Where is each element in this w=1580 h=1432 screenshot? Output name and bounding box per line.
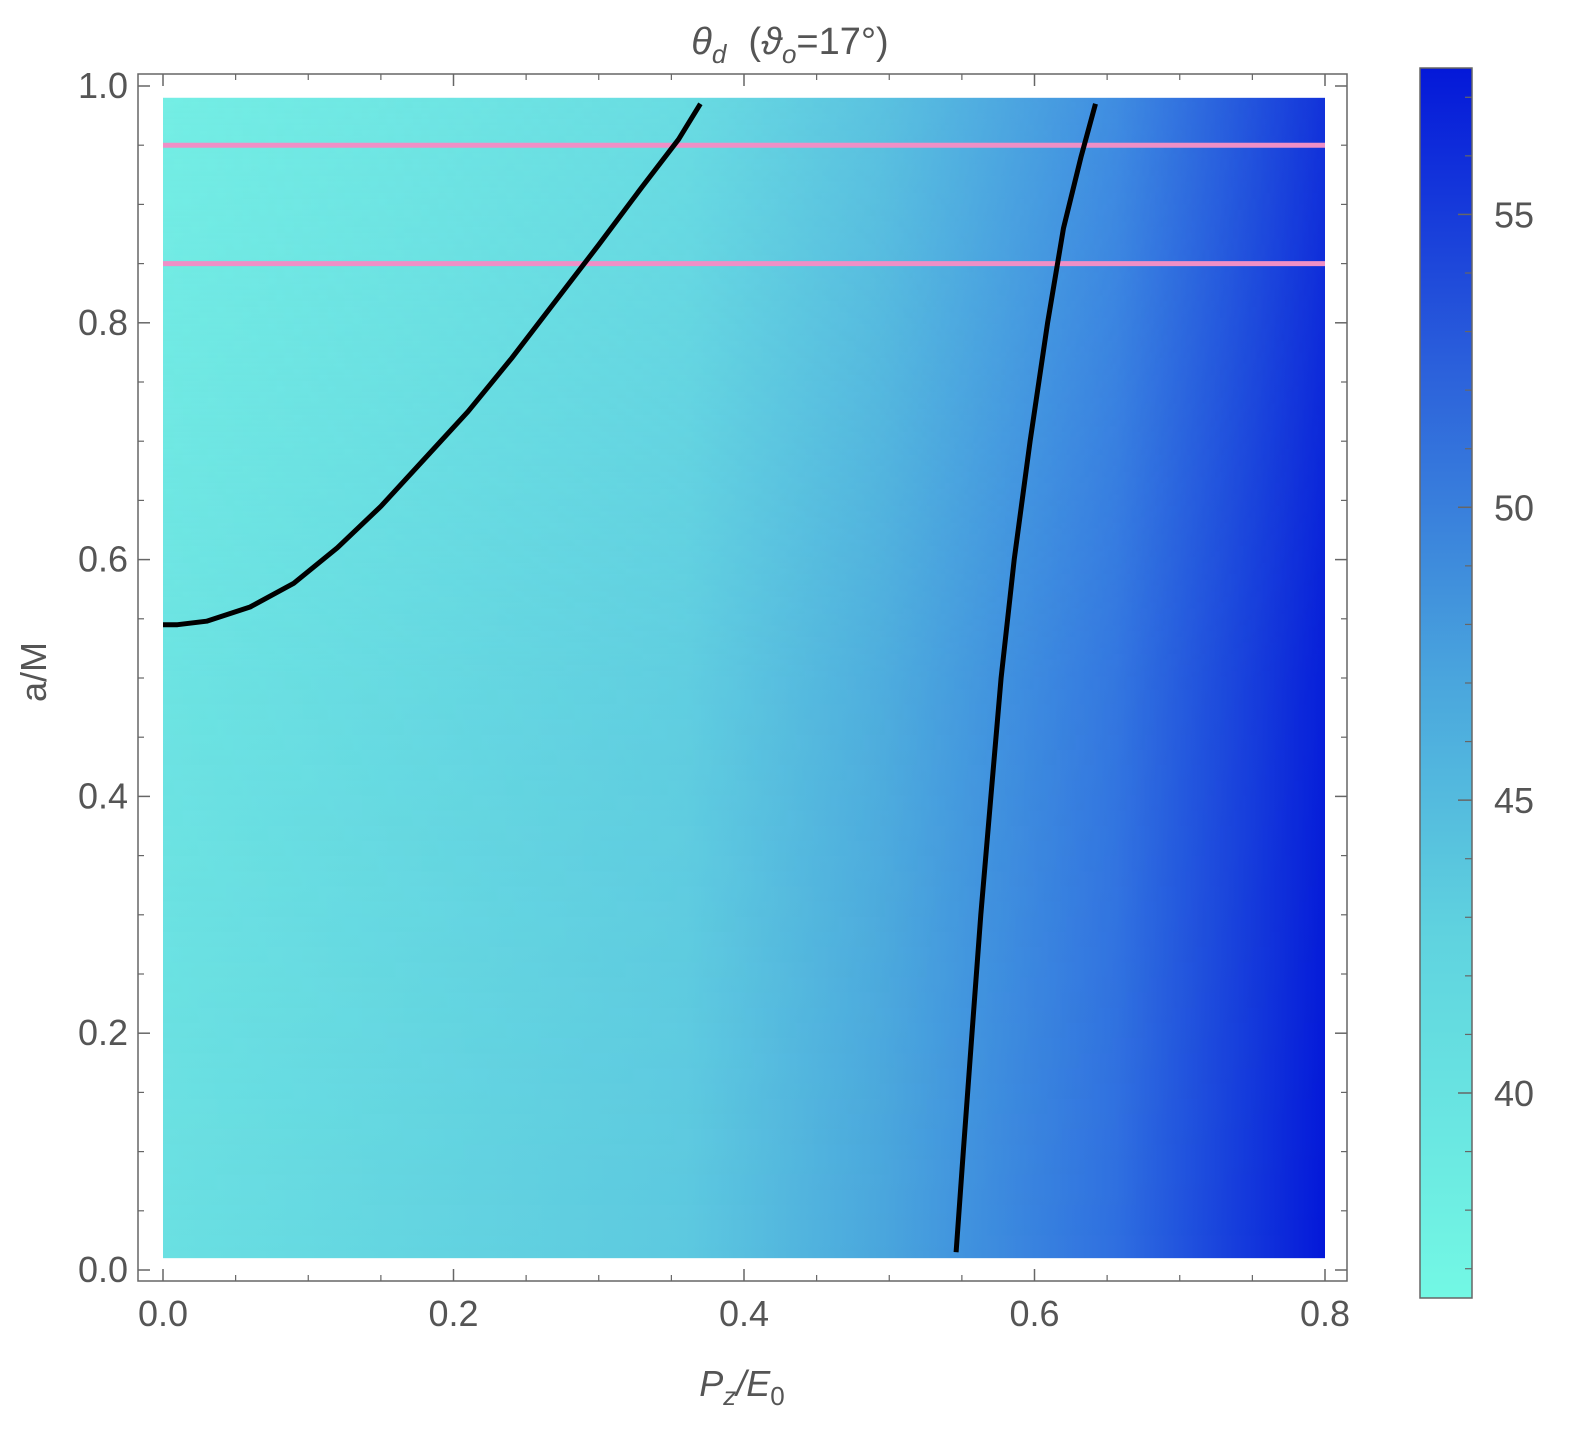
- contour-line: [953, 103, 1098, 1253]
- y-tick-label: 0.6: [78, 539, 128, 580]
- x-title-p: P: [699, 1363, 723, 1404]
- title-param-value: =17°): [796, 21, 888, 63]
- heatmap-fill: [163, 97, 1325, 1259]
- colorbar-tick-label: 40: [1494, 1073, 1534, 1114]
- y-axis-title: a/M: [13, 642, 54, 702]
- title-symbol: θ: [691, 21, 712, 63]
- x-tick-label: 0.2: [428, 1293, 478, 1334]
- x-title-slash: /E: [733, 1363, 771, 1404]
- colorbar-ticks: 40 45 50 55: [1458, 96, 1534, 1270]
- y-tick-label: 0.2: [78, 1012, 128, 1053]
- y-tick-label: 0.0: [78, 1249, 128, 1290]
- colorbar-tick-label: 50: [1494, 487, 1534, 528]
- plot-title: θd (ϑo=17°): [691, 21, 888, 69]
- x-tick-label: 0.8: [1300, 1293, 1350, 1334]
- x-title-p-sub: z: [722, 1381, 736, 1411]
- colorbar: [1419, 67, 1473, 1299]
- x-title-e-sub: 0: [770, 1381, 784, 1411]
- heatmap-gradient-overlay: [163, 97, 1325, 1259]
- colorbar-tick-label: 55: [1494, 194, 1534, 235]
- axis-ticks: 0.0 0.2 0.4 0.6 0.8 0.0 0.2 0.4 0.6 0.8 1.0: [78, 65, 1350, 1334]
- contour-line: [163, 102, 703, 628]
- y-tick-label: 1.0: [78, 65, 128, 106]
- reference-lines: [163, 142, 1325, 267]
- x-axis-title: Pz/E0: [699, 1363, 785, 1411]
- x-tick-label: 0.4: [719, 1293, 769, 1334]
- title-param-sub: o: [782, 39, 796, 69]
- colorbar-gradient: [1419, 67, 1473, 1299]
- y-tick-label: 0.8: [78, 302, 128, 343]
- title-symbol-sub: d: [712, 39, 728, 69]
- title-paren: (: [748, 21, 761, 63]
- x-tick-label: 0.0: [138, 1293, 188, 1334]
- x-tick-label: 0.6: [1009, 1293, 1059, 1334]
- contour-lines: [163, 102, 1098, 1253]
- title-param: ϑ: [761, 21, 783, 63]
- y-tick-label: 0.4: [78, 775, 128, 816]
- colorbar-tick-label: 45: [1494, 780, 1534, 821]
